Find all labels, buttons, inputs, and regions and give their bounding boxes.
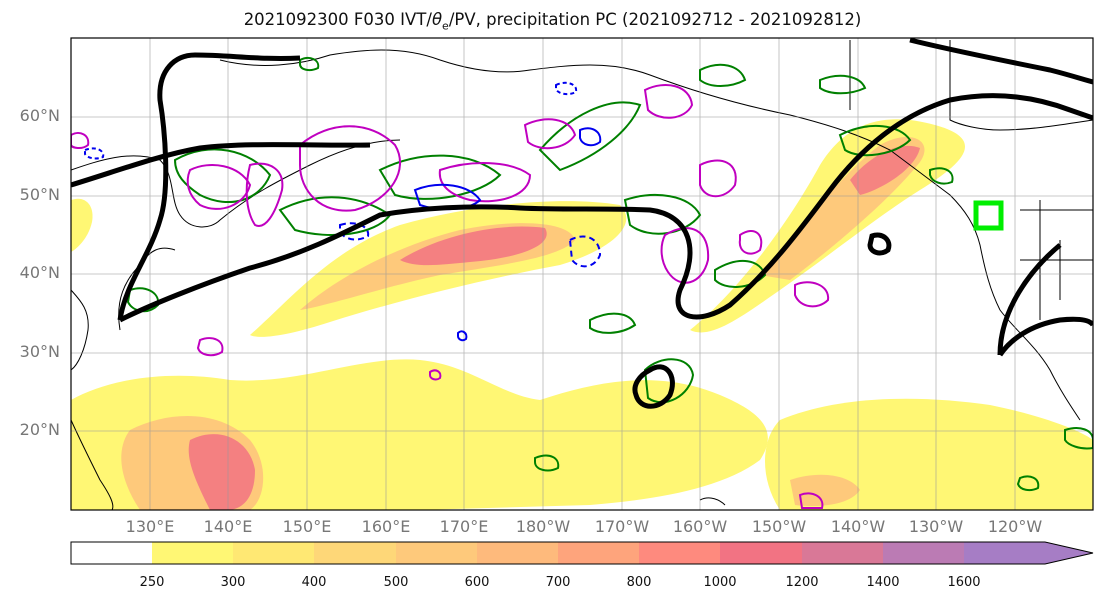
colorbar-tick-label: 700 xyxy=(545,575,571,590)
target-box xyxy=(973,200,1004,231)
lon-label: 130°E xyxy=(125,517,175,536)
map-title: 2021092300 F030 IVT/θe/PV, precipitation… xyxy=(243,10,862,33)
lat-label: 60°N xyxy=(19,106,60,125)
lon-label: 150°W xyxy=(751,517,807,536)
lon-label: 130°W xyxy=(908,517,964,536)
lat-label: 20°N xyxy=(19,420,60,439)
lon-label: 170°W xyxy=(594,517,650,536)
colorbar-tick-label: 1400 xyxy=(866,575,900,590)
colorbar-tick-label: 800 xyxy=(626,575,652,590)
colorbar-tick-label: 400 xyxy=(301,575,327,590)
colorbar-tick-label: 250 xyxy=(139,575,165,590)
colorbar-tick-label: 1600 xyxy=(947,575,981,590)
lat-label: 30°N xyxy=(19,342,60,361)
theta-e-contours xyxy=(71,38,1093,409)
coastlines xyxy=(71,40,1093,510)
lon-label: 120°W xyxy=(987,517,1043,536)
colorbar-tick-label: 1200 xyxy=(785,575,819,590)
colorbar-tick-label: 500 xyxy=(383,575,409,590)
lon-label: 170°E xyxy=(439,517,489,536)
lon-label: 140°W xyxy=(830,517,886,536)
lon-label: 160°W xyxy=(672,517,728,536)
lon-label: 150°E xyxy=(282,517,332,536)
lon-label: 180°W xyxy=(515,517,571,536)
colorbar-tick-label: 1000 xyxy=(703,575,737,590)
lat-label: 50°N xyxy=(19,185,60,204)
lon-label: 160°E xyxy=(361,517,411,536)
colorbar xyxy=(70,541,1094,565)
lat-label: 40°N xyxy=(19,263,60,282)
colorbar-tick-label: 300 xyxy=(220,575,246,590)
pv-contours xyxy=(71,84,830,509)
lon-label: 140°E xyxy=(203,517,253,536)
colorbar-tick-label: 600 xyxy=(464,575,490,590)
